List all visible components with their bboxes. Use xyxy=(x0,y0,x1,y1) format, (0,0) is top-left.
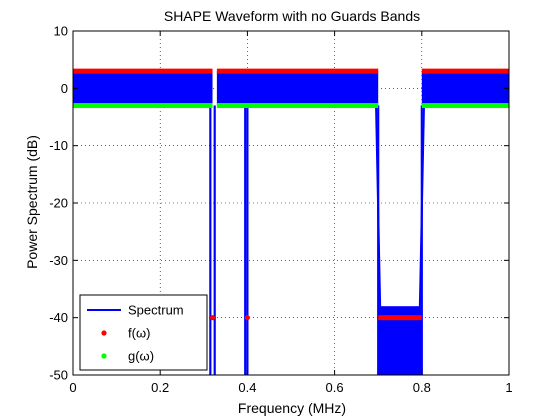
y-tick-label: -20 xyxy=(49,196,68,211)
y-tick-label: -10 xyxy=(49,138,68,153)
x-tick-label: 1 xyxy=(505,380,512,395)
legend-label: f(ω) xyxy=(128,326,150,341)
f-omega-series-markers xyxy=(421,68,509,74)
f-omega-series-markers xyxy=(73,68,213,74)
tick-layer: 0 0.2 0.4 0.6 0.8 1 -50 -40 -30 -20 -10 0 10 xyxy=(49,24,512,396)
y-tick-label: -30 xyxy=(49,253,68,268)
f-omega-series-point xyxy=(244,315,250,321)
g-omega-series-markers xyxy=(216,103,379,109)
legend-label: Spectrum xyxy=(128,303,184,318)
legend-box xyxy=(79,294,208,371)
g-omega-series-markers xyxy=(73,103,213,109)
data-layer xyxy=(73,68,509,375)
spectrum-band xyxy=(421,71,509,106)
y-tick-label: -40 xyxy=(49,310,68,325)
g-omega-series-markers xyxy=(421,103,509,109)
spectrum-transition xyxy=(375,105,382,318)
x-tick-label: 0.8 xyxy=(413,380,431,395)
legend-entry-f-omega: f(ω) xyxy=(101,326,150,341)
spectrum-series xyxy=(73,71,509,375)
g-omega-series xyxy=(73,103,509,109)
legend: Spectrum f(ω) g(ω) xyxy=(79,294,208,371)
spectrum-band xyxy=(73,71,213,106)
f-omega-series xyxy=(73,68,509,321)
legend-entry-g-omega: g(ω) xyxy=(101,349,154,364)
f-omega-series-markers xyxy=(216,68,379,74)
spectrum-band xyxy=(216,71,379,106)
y-tick-label: -50 xyxy=(49,368,68,383)
y-axis-title: Power Spectrum (dB) xyxy=(24,135,40,269)
legend-entry-spectrum: Spectrum xyxy=(87,303,184,318)
x-tick-label: 0.6 xyxy=(326,380,344,395)
f-omega-series-markers xyxy=(378,315,422,321)
x-tick-label: 0.4 xyxy=(238,380,256,395)
y-tick-label: 0 xyxy=(61,81,68,96)
legend-swatch-marker xyxy=(101,330,107,336)
x-axis-title: Frequency (MHz) xyxy=(238,400,346,416)
chart-title: SHAPE Waveform with no Guards Bands xyxy=(164,8,420,24)
y-tick-label: 10 xyxy=(54,24,68,39)
x-tick-label: 0 xyxy=(69,380,76,395)
x-tick-label: 0.2 xyxy=(151,380,169,395)
f-omega-series-point xyxy=(209,315,216,321)
legend-swatch-marker xyxy=(101,353,107,359)
spectrum-transition xyxy=(418,105,425,318)
legend-label: g(ω) xyxy=(128,349,154,364)
